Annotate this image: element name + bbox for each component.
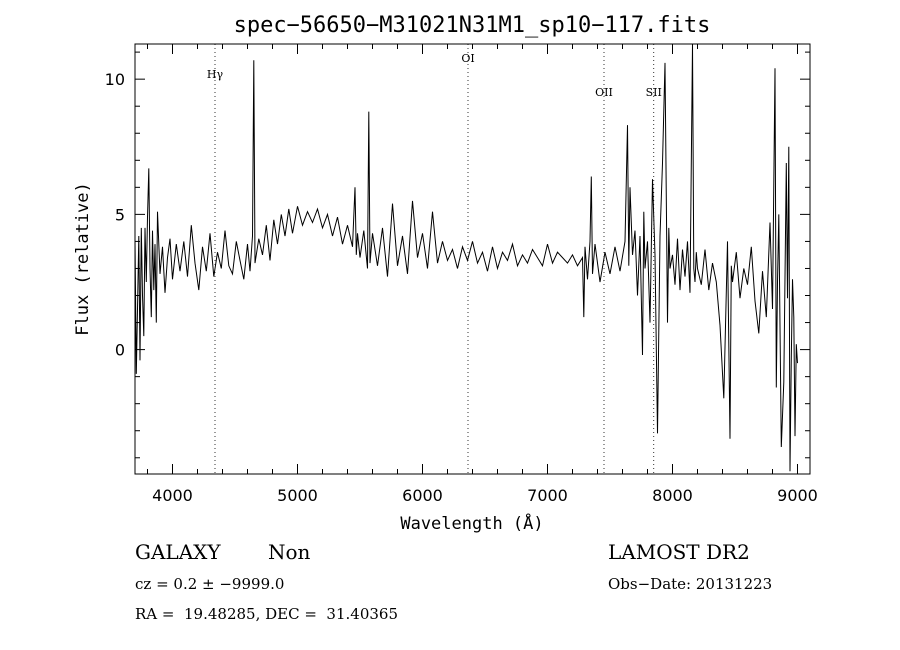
plot-frame xyxy=(134,43,811,475)
x-tick-label: 5000 xyxy=(277,486,318,505)
chart-title: spec−56650−M31021N31M1_sp10−117.fits xyxy=(234,13,711,38)
y-tick-label: 5 xyxy=(115,205,125,224)
x-tick-label: 9000 xyxy=(777,486,818,505)
spectrum-line xyxy=(134,43,798,472)
cz-value: cz = 0.2 ± −9999.0 xyxy=(135,575,285,593)
x-tick-label: 4000 xyxy=(152,486,193,505)
x-tick-label: 7000 xyxy=(527,486,568,505)
x-tick-label: 8000 xyxy=(652,486,693,505)
axis-ticks: 4000 5000 6000 7000 8000 9000 0 5 10 xyxy=(105,44,818,505)
object-class: GALAXY xyxy=(135,540,221,564)
x-tick-label: 6000 xyxy=(402,486,443,505)
line-markers: Hγ OI OII SII xyxy=(207,44,662,474)
marker-label: SII xyxy=(646,86,662,99)
ra-dec: RA = 19.48285, DEC = 31.40365 xyxy=(135,605,399,623)
y-axis-label: Flux (relative) xyxy=(73,182,93,336)
y-tick-label: 0 xyxy=(115,341,125,360)
x-axis-label: Wavelength (Å) xyxy=(400,512,543,534)
marker-label: OII xyxy=(595,86,613,99)
obs-date: Obs−Date: 20131223 xyxy=(608,575,773,593)
object-subclass: Non xyxy=(268,540,311,564)
marker-label: OI xyxy=(461,52,474,65)
y-tick-label: 10 xyxy=(105,70,125,89)
survey-name: LAMOST DR2 xyxy=(608,540,750,564)
marker-label: Hγ xyxy=(207,68,224,81)
